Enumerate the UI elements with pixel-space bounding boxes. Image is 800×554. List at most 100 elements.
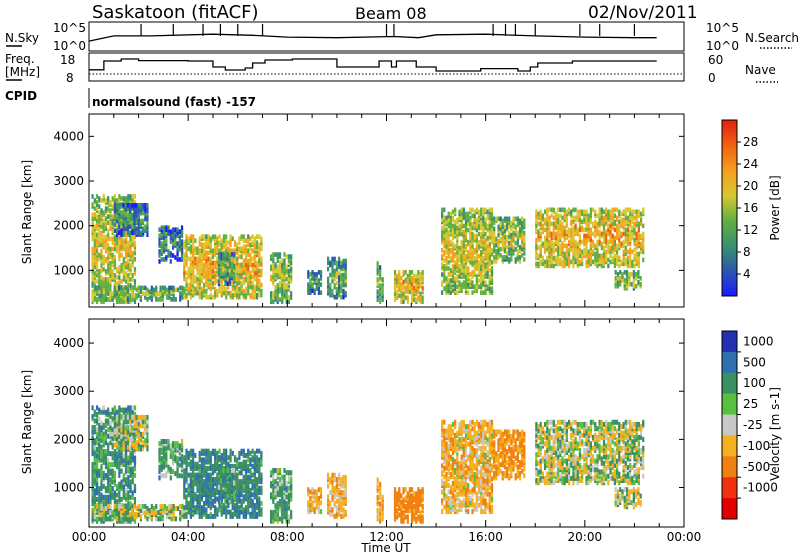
velocity-cell bbox=[133, 472, 137, 478]
velocity-cell bbox=[120, 516, 123, 522]
power-cell bbox=[109, 283, 112, 288]
power-cell bbox=[419, 281, 422, 287]
velocity-cell bbox=[135, 429, 138, 435]
power-cell bbox=[611, 207, 614, 213]
velocity-cell bbox=[152, 505, 156, 511]
power-cell bbox=[150, 289, 153, 295]
power-cell bbox=[419, 291, 422, 297]
power-cell bbox=[624, 231, 627, 237]
power-cell bbox=[451, 223, 455, 229]
power-cell bbox=[508, 246, 511, 252]
power-cell bbox=[253, 276, 256, 282]
power-cell bbox=[238, 276, 241, 282]
power-cell bbox=[233, 288, 237, 294]
power-cell bbox=[642, 249, 645, 255]
power-cell bbox=[488, 213, 491, 219]
power-cell bbox=[471, 290, 474, 296]
velocity-cell bbox=[93, 438, 96, 444]
power-cell bbox=[217, 252, 221, 257]
power-cell bbox=[471, 247, 474, 253]
power-cell bbox=[135, 216, 138, 222]
power-cell bbox=[637, 279, 640, 285]
power-cell bbox=[583, 233, 586, 239]
power-cell bbox=[118, 214, 121, 220]
velocity-cell bbox=[150, 503, 153, 509]
power-cell bbox=[194, 274, 197, 280]
power-cell bbox=[242, 266, 245, 272]
velocity-cell bbox=[162, 473, 166, 479]
power-cell bbox=[207, 268, 210, 274]
velocity-cell bbox=[120, 422, 123, 428]
power-cell bbox=[379, 265, 382, 270]
power-cell bbox=[118, 208, 121, 214]
power-cell bbox=[501, 244, 504, 250]
velocity-cell bbox=[124, 425, 127, 431]
power-cell bbox=[587, 213, 590, 219]
velocity-cell bbox=[102, 512, 105, 518]
velocity-cell bbox=[91, 490, 94, 496]
power-cell bbox=[93, 279, 96, 284]
power-cell bbox=[598, 207, 601, 213]
power-cell bbox=[552, 207, 555, 213]
power-cell bbox=[207, 260, 210, 266]
power-cell bbox=[583, 247, 586, 253]
power-cell bbox=[122, 230, 125, 235]
power-cell bbox=[194, 246, 197, 252]
power-cell bbox=[609, 233, 612, 239]
power-cell bbox=[274, 295, 277, 300]
power-cell bbox=[567, 239, 571, 245]
power-cell bbox=[183, 264, 186, 270]
velocity-cell bbox=[122, 440, 125, 446]
power-cell bbox=[183, 244, 186, 250]
power-cell bbox=[480, 264, 483, 269]
velocity-cell bbox=[185, 487, 188, 493]
power-cell bbox=[276, 297, 279, 302]
power-cell bbox=[552, 215, 555, 221]
power-cell bbox=[557, 213, 560, 219]
power-cell bbox=[441, 254, 444, 259]
power-cell bbox=[521, 246, 524, 252]
power-cell bbox=[546, 241, 549, 247]
power-cell bbox=[278, 289, 282, 294]
velocity-cell bbox=[128, 431, 132, 437]
power-cell bbox=[415, 273, 418, 279]
power-cell bbox=[510, 232, 513, 238]
power-cell bbox=[598, 239, 601, 245]
power-cell bbox=[104, 297, 108, 302]
power-cell bbox=[253, 284, 256, 290]
power-cell bbox=[203, 262, 206, 268]
power-cell bbox=[447, 252, 450, 257]
power-cell bbox=[598, 235, 601, 241]
power-cell bbox=[510, 242, 513, 248]
velocity-cell bbox=[96, 503, 99, 509]
power-cell bbox=[572, 229, 575, 235]
power-cell bbox=[100, 248, 103, 254]
power-cell bbox=[113, 285, 116, 291]
velocity-cell bbox=[146, 516, 149, 522]
velocity-cell bbox=[93, 457, 96, 463]
power-cell bbox=[236, 264, 239, 270]
power-cell bbox=[462, 254, 465, 259]
power-cell bbox=[111, 268, 114, 274]
power-cell bbox=[622, 225, 625, 231]
power-cell bbox=[118, 250, 121, 256]
power-cell bbox=[600, 241, 603, 247]
power-cell bbox=[557, 207, 560, 213]
power-cell bbox=[591, 221, 595, 227]
velocity-cell bbox=[100, 479, 103, 485]
power-cell bbox=[131, 194, 134, 199]
power-cell bbox=[139, 230, 143, 235]
velocity-cell bbox=[109, 501, 112, 507]
power-cell bbox=[124, 212, 127, 218]
power-cell bbox=[222, 234, 226, 239]
power-cell bbox=[128, 212, 132, 218]
power-cell bbox=[126, 216, 130, 222]
power-cell bbox=[230, 252, 234, 257]
power-cell bbox=[514, 257, 517, 262]
power-cell bbox=[537, 261, 540, 267]
velocity-cell bbox=[172, 516, 175, 522]
power-cell bbox=[98, 234, 101, 240]
power-cell bbox=[176, 241, 179, 246]
power-cell bbox=[240, 262, 243, 268]
velocity-cell bbox=[133, 411, 137, 417]
